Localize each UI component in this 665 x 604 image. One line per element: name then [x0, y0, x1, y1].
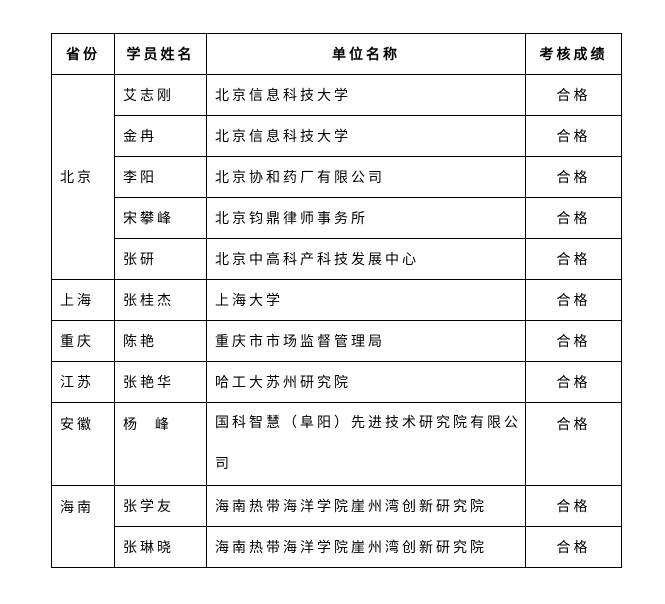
table-row: 张琳晓 海南热带海洋学院崖州湾创新研究院 合格: [52, 526, 622, 568]
unit-cell: 海南热带海洋学院崖州湾创新研究院: [206, 485, 526, 527]
province-cell: 海南: [51, 485, 115, 568]
unit-cell: 北京信息科技大学: [206, 115, 526, 157]
province-cell: 江苏: [51, 361, 115, 403]
province-cell: 安徽: [51, 402, 115, 486]
unit-cell: 北京钧鼎律师事务所: [206, 197, 526, 239]
name-cell: 杨 峰: [114, 402, 207, 486]
unit-cell: 重庆市市场监督管理局: [206, 320, 526, 362]
unit-cell: 上海大学: [206, 279, 526, 321]
name-cell: 宋攀峰: [114, 197, 207, 239]
name-cell: 张研: [114, 238, 207, 280]
grade-cell: 合格: [525, 320, 622, 362]
header-name: 学员姓名: [114, 33, 207, 75]
name-cell: 张琳晓: [114, 526, 207, 568]
name-cell: 陈艳: [114, 320, 207, 362]
name-cell: 李阳: [114, 156, 207, 198]
grade-cell: 合格: [525, 115, 622, 157]
unit-cell: 哈工大苏州研究院: [206, 361, 526, 403]
table-row: 金冉 北京信息科技大学 合格: [52, 115, 622, 157]
unit-cell: 国科智慧（阜阳）先进技术研究院有限公司: [206, 402, 526, 486]
table-row: 北京 艾志刚 北京信息科技大学 合格: [51, 74, 622, 280]
unit-cell: 北京协和药厂有限公司: [206, 156, 526, 198]
header-row: 省份 学员姓名 单位名称 考核成绩: [51, 33, 622, 75]
name-cell: 张桂杰: [114, 279, 207, 321]
grade-cell: 合格: [525, 74, 622, 116]
table-row: 江苏 张艳华 哈工大苏州研究院 合格: [51, 361, 622, 403]
header-unit: 单位名称: [206, 33, 526, 75]
grade-cell: 合格: [525, 526, 622, 568]
table-row: 重庆 陈艳 重庆市市场监督管理局 合格: [51, 320, 622, 362]
table-row: 安徽杨 峰国科智慧（阜阳）先进技术研究院有限公司 合格: [51, 402, 622, 486]
table-row: 海南 张学友 海南热带海洋学院崖州湾创新研究院 合格: [51, 485, 622, 568]
table-row: 张研 北京中高科产科技发展中心 合格: [52, 238, 622, 280]
unit-cell: 北京信息科技大学: [206, 74, 526, 116]
name-cell: 金冉: [114, 115, 207, 157]
table-row: 上海 张桂杰 上海大学 合格: [51, 279, 622, 321]
grade-cell: 合格: [525, 238, 622, 280]
grade-cell: 合格: [525, 485, 622, 527]
grade-cell: 合格: [525, 279, 622, 321]
results-table: 省份 学员姓名 单位名称 考核成绩 北京 艾志刚 北京信息科技大学 合格 金冉 北京信息科…: [51, 33, 622, 568]
header-province: 省份: [51, 33, 115, 75]
unit-cell: 北京中高科产科技发展中心: [206, 238, 526, 280]
grade-cell: 合格: [525, 402, 622, 486]
grade-cell: 合格: [525, 156, 622, 198]
province-cell: 重庆: [51, 320, 115, 362]
table-row: 宋攀峰 北京钧鼎律师事务所 合格: [52, 197, 622, 239]
header-grade: 考核成绩: [525, 33, 622, 75]
unit-cell: 海南热带海洋学院崖州湾创新研究院: [206, 526, 526, 568]
name-cell: 张学友: [114, 485, 207, 527]
name-cell: 张艳华: [114, 361, 207, 403]
table-row: 李阳 北京协和药厂有限公司 合格: [52, 156, 622, 198]
name-cell: 艾志刚: [114, 74, 207, 116]
province-cell: 北京: [51, 74, 115, 280]
grade-cell: 合格: [525, 361, 622, 403]
grade-cell: 合格: [525, 197, 622, 239]
province-cell: 上海: [51, 279, 115, 321]
